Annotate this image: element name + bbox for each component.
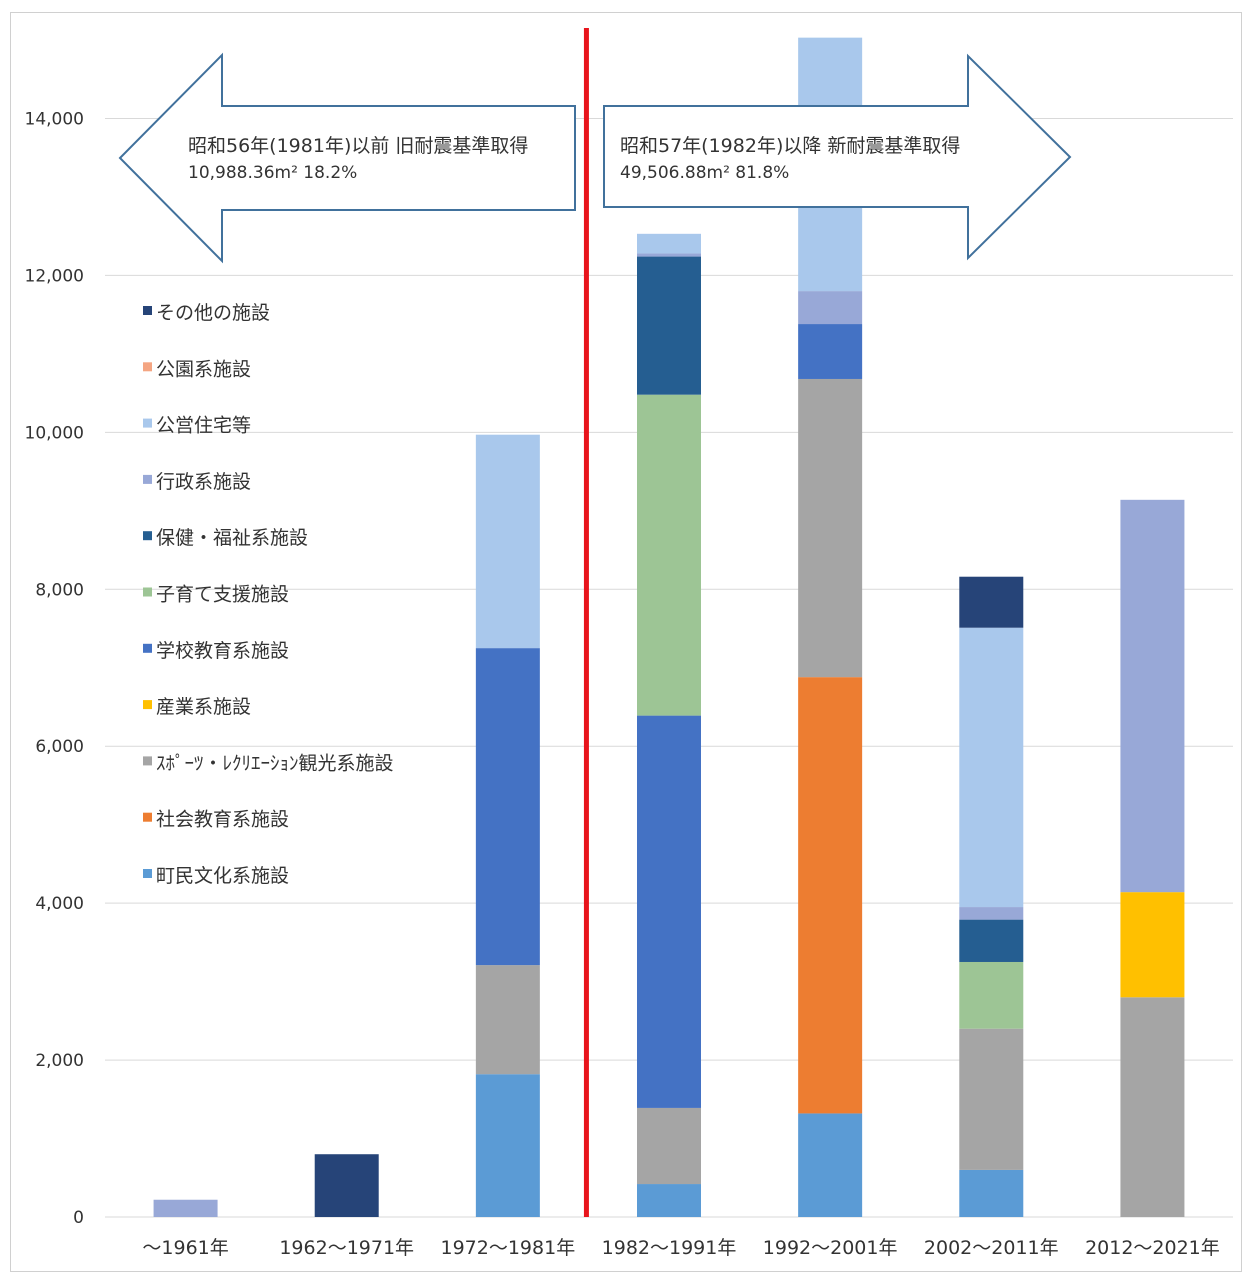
bar-stacks bbox=[153, 37, 1185, 1217]
annotation-arrows: 昭和56年(1981年)以前 旧耐震基準取得 10,988.36m² 18.2% 昭… bbox=[118, 52, 1072, 264]
y-axis-ticks: 0 2,000 4,000 6,000 8,000 10,000 12,000 14,000 bbox=[25, 109, 84, 1228]
y-tick-label: 4,000 bbox=[35, 894, 84, 914]
bar-segment bbox=[637, 1107, 701, 1185]
legend-swatch bbox=[143, 869, 152, 878]
y-tick-label: 0 bbox=[73, 1208, 84, 1228]
bar-segment bbox=[959, 1028, 1024, 1170]
legend: その他の施設公園系施設公営住宅等行政系施設保健・福祉系施設子育て支援施設学校教育… bbox=[143, 302, 394, 887]
bar-segment bbox=[798, 1113, 863, 1217]
bar-segment bbox=[959, 1169, 1024, 1217]
bar-segment bbox=[959, 576, 1024, 628]
x-tick-label: 1982〜1991年 bbox=[602, 1237, 737, 1259]
bar-segment bbox=[959, 919, 1024, 962]
legend-swatch bbox=[143, 643, 152, 653]
y-tick-label: 8,000 bbox=[35, 580, 84, 600]
legend-swatch bbox=[143, 756, 152, 766]
bar-segment bbox=[475, 648, 540, 966]
bar-segment bbox=[1120, 499, 1185, 893]
legend-label: 社会教育系施設 bbox=[156, 809, 289, 831]
bar-segment bbox=[475, 434, 540, 649]
bar-segment bbox=[637, 233, 701, 254]
annotation-before-line2: 10,988.36m² 18.2% bbox=[188, 163, 357, 183]
x-tick-label: 2012〜2021年 bbox=[1085, 1237, 1220, 1259]
y-tick-label: 10,000 bbox=[25, 423, 84, 443]
bar-segment bbox=[637, 253, 701, 257]
x-tick-label: 1992〜2001年 bbox=[763, 1237, 898, 1259]
legend-swatch bbox=[143, 531, 152, 541]
bar-segment bbox=[798, 291, 863, 325]
y-tick-label: 2,000 bbox=[35, 1051, 84, 1071]
annotation-before-line1: 昭和56年(1981年)以前 旧耐震基準取得 bbox=[188, 135, 528, 157]
y-tick-label: 12,000 bbox=[25, 266, 84, 286]
bar-segment bbox=[959, 627, 1024, 908]
bar-segment bbox=[1120, 997, 1185, 1217]
bar-segment bbox=[798, 324, 863, 379]
legend-swatch bbox=[143, 418, 152, 428]
legend-label: 行政系施設 bbox=[156, 471, 251, 493]
legend-label: 保健・福祉系施設 bbox=[156, 527, 308, 549]
legend-label: 子育て支援施設 bbox=[156, 584, 289, 606]
bar-segment bbox=[798, 677, 863, 1114]
annotation-after-line2: 49,506.88m² 81.8% bbox=[620, 163, 789, 183]
bar-segment bbox=[959, 907, 1024, 920]
annotation-after-line1: 昭和57年(1982年)以降 新耐震基準取得 bbox=[620, 135, 960, 157]
y-tick-label: 6,000 bbox=[35, 737, 84, 757]
legend-label: 町民文化系施設 bbox=[156, 865, 289, 887]
arrow-left-shape bbox=[118, 52, 576, 264]
legend-label: 産業系施設 bbox=[156, 696, 251, 718]
x-tick-label: 〜1961年 bbox=[142, 1237, 228, 1259]
legend-swatch bbox=[143, 700, 152, 710]
x-tick-label: 1972〜1981年 bbox=[440, 1237, 575, 1259]
legend-label: 公園系施設 bbox=[156, 358, 251, 380]
legend-label: ｽﾎﾟｰﾂ・ﾚｸﾘｴｰｼｮﾝ観光系施設 bbox=[156, 752, 394, 774]
bar-segment bbox=[959, 961, 1024, 1029]
legend-swatch bbox=[143, 362, 152, 372]
x-tick-label: 1962〜1971年 bbox=[279, 1237, 414, 1259]
legend-swatch bbox=[143, 474, 152, 484]
bar-segment bbox=[475, 1074, 540, 1217]
y-tick-label: 14,000 bbox=[25, 109, 84, 129]
bar-segment bbox=[637, 394, 701, 716]
x-tick-label: 2002〜2011年 bbox=[924, 1237, 1059, 1259]
legend-swatch bbox=[143, 812, 152, 822]
bar-segment bbox=[637, 256, 701, 395]
legend-swatch bbox=[143, 587, 152, 597]
bar-segment bbox=[475, 965, 540, 1075]
legend-label: 学校教育系施設 bbox=[156, 640, 289, 662]
x-axis-labels: 〜1961年 1962〜1971年 1972〜1981年 1982〜1991年 1992… bbox=[142, 1237, 1219, 1259]
bar-segment bbox=[1120, 892, 1185, 998]
bar-segment bbox=[637, 715, 701, 1108]
legend-label: その他の施設 bbox=[156, 302, 270, 324]
bar-segment bbox=[314, 1154, 379, 1217]
arrow-right-shape bbox=[603, 53, 1072, 261]
bar-segment bbox=[637, 1184, 701, 1217]
legend-label: 公営住宅等 bbox=[156, 415, 251, 437]
bar-segment bbox=[153, 1199, 218, 1217]
legend-swatch bbox=[143, 306, 152, 315]
bar-segment bbox=[798, 378, 863, 678]
